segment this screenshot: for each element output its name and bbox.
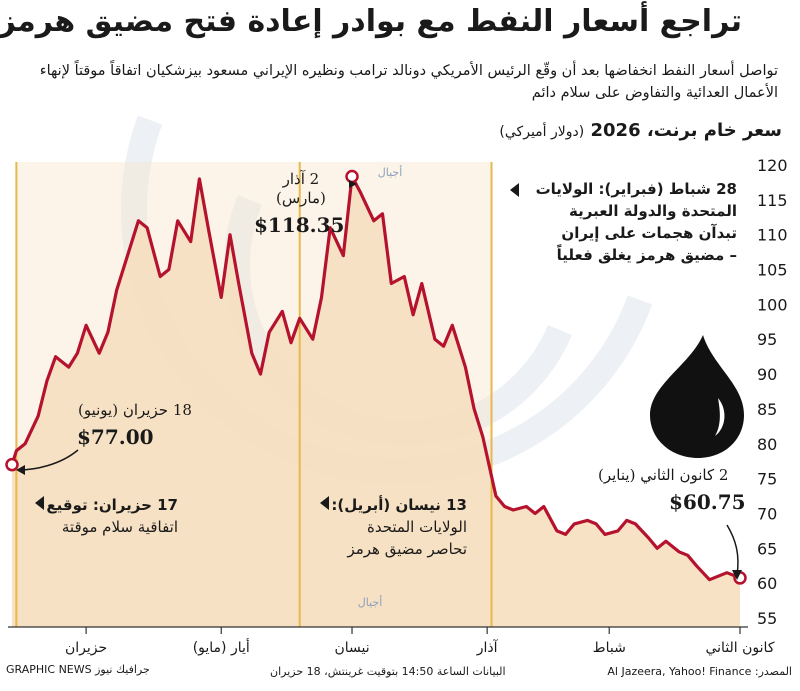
end-value-label: $77.00 — [77, 425, 154, 449]
area-under-curve — [12, 176, 740, 627]
y-tick-label: 105 — [757, 261, 788, 280]
event-feb-line2: المتحدة والدولة العبرية — [569, 202, 737, 220]
event-apr-line1: 13 نيسان (أبريل): — [331, 496, 467, 514]
x-tick-label: آذار — [476, 639, 499, 656]
x-tick-label: شباط — [593, 640, 626, 656]
end-point-marker — [5, 457, 19, 472]
footer-source: المصدر: Al Jazeera, Yahoo! Finance — [607, 665, 792, 678]
peak-date-line1: 2 آذار — [282, 170, 320, 188]
event-apr-annotation: 13 نيسان (أبريل): الولايات المتحدة تحاصر… — [331, 494, 467, 560]
y-tick-label: 85 — [757, 400, 777, 419]
y-tick-label: 100 — [757, 295, 788, 314]
watermark-label: أجيال — [378, 165, 403, 179]
end-date-label: 18 حزيران (يونيو) — [78, 401, 192, 419]
y-tick-label: 75 — [757, 470, 777, 489]
watermark-label: أجيال — [358, 595, 383, 609]
low-value-label: $60.75 — [669, 490, 746, 514]
event-lines — [15, 162, 493, 627]
y-tick-label: 120 — [757, 156, 788, 175]
event-feb-line1: 28 شباط (فبراير): الولايات — [535, 180, 737, 198]
oil-drop-icon — [650, 335, 744, 458]
footer-timestamp: البيانات الساعة 14:50 بتوقيت غرينتش، 18 … — [270, 665, 506, 678]
peak-point-marker — [345, 169, 359, 184]
event-apr-line3: تحاصر مضيق هرمز — [347, 540, 467, 558]
subheadline: تواصل أسعار النفط انخفاضها بعد أن وقّع ا… — [39, 63, 778, 101]
y-tick-label: 55 — [757, 609, 777, 628]
y-tick-label: 110 — [757, 226, 788, 245]
low-date-label: 2 كانون الثاني (يناير) — [598, 466, 729, 484]
low-point-arrowhead — [732, 570, 742, 580]
x-tick-label: أيار (مايو) — [193, 638, 250, 656]
event-feb-annotation: 28 شباط (فبراير): الولايات المتحدة والدو… — [536, 178, 737, 266]
event-jun-line2: اتفاقية سلام موقتة — [61, 518, 178, 536]
y-tick-label: 115 — [757, 191, 788, 210]
x-tick-label: نيسان — [334, 640, 369, 656]
chart-axes: 55 60 65 70 75 80 85 90 95 100 105 110 115 120 كانون ا… — [8, 156, 788, 656]
pointer-arrows — [16, 180, 742, 580]
headline: تراجع أسعار النفط مع بوادر إعادة فتح مضي… — [0, 4, 742, 39]
peak-date-line2: (مارس) — [276, 189, 326, 207]
event-apr-line2: الولايات المتحدة — [366, 518, 467, 536]
price-line — [10, 174, 741, 582]
event-apr-marker — [320, 496, 329, 510]
event-feb-line4: – مضيق هرمز يغلق فعلياً — [556, 246, 737, 264]
oil-drop-highlight — [715, 398, 725, 436]
event-feb-marker — [510, 183, 519, 197]
x-tick-label: حزيران — [65, 640, 107, 656]
y-tick-label: 60 — [757, 574, 777, 593]
chart-title-text: سعر خام برنت، 2026 — [590, 120, 783, 141]
price-series — [10, 174, 741, 582]
y-tick-label: 90 — [757, 365, 777, 384]
footer-agency: GRAPHIC NEWS جرافيك نيوز — [6, 663, 150, 676]
event-jun-annotation: 17 حزيران: توقيع اتفاقية سلام موقتة — [46, 494, 178, 538]
y-tick-label: 80 — [757, 435, 777, 454]
y-tick-label: 70 — [757, 504, 777, 523]
peak-date-label: 2 آذار (مارس) — [276, 170, 326, 208]
chart-title: سعر خام برنت، 2026 (دولار أميركي) — [499, 120, 782, 141]
event-jun-marker — [35, 496, 44, 510]
event-feb-line3: تبدآن هجمات على إيران — [561, 224, 737, 242]
price-area-fill — [12, 176, 740, 627]
chart-unit-text: (دولار أميركي) — [499, 124, 585, 140]
low-point-arrow — [726, 524, 739, 576]
y-tick-label: 65 — [757, 539, 777, 558]
y-tick-label: 95 — [757, 330, 777, 349]
peak-arrowhead — [349, 180, 357, 188]
x-tick-label: كانون الثاني — [705, 640, 774, 656]
end-point-arrowhead — [16, 465, 25, 475]
oil-drop-shape — [650, 335, 744, 458]
event-jun-line1: 17 حزيران: توقيع — [46, 496, 178, 514]
peak-value-label: $118.35 — [254, 213, 345, 237]
